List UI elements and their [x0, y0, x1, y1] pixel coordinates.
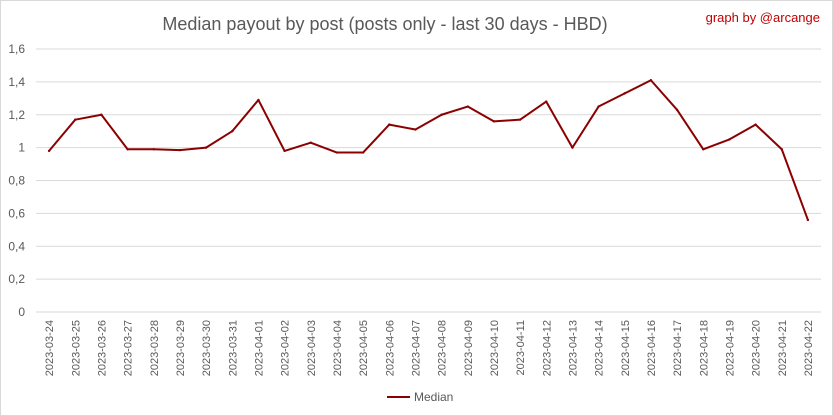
y-tick-label: 0,4: [8, 239, 25, 253]
x-tick-label: 2023-04-04: [332, 320, 344, 376]
data-point: [466, 105, 469, 108]
data-point: [283, 149, 286, 153]
data-point: [152, 148, 155, 151]
data-point: [47, 149, 51, 153]
data-point: [518, 118, 522, 121]
data-point: [257, 98, 260, 102]
data-point: [728, 138, 731, 141]
data-point: [361, 151, 365, 154]
x-tick-label: 2023-04-18: [698, 320, 710, 376]
data-point: [204, 146, 208, 149]
data-point: [702, 148, 705, 151]
gridlines: [36, 48, 821, 313]
data-point: [597, 105, 600, 108]
data-point: [754, 123, 757, 126]
x-tick-label: 2023-04-01: [253, 320, 265, 376]
data-point: [309, 141, 312, 144]
x-tick-label: 2023-04-03: [306, 320, 318, 376]
x-tick-label: 2023-04-09: [463, 320, 475, 376]
x-tick-label: 2023-04-05: [358, 320, 370, 376]
x-tick-label: 2023-04-13: [567, 320, 579, 376]
data-point: [335, 151, 339, 154]
x-tick-label: 2023-04-06: [384, 320, 396, 376]
y-axis-tick-labels: 0 0,2 0,4 0,6 0,8 1 1,2 1,4 1,6: [8, 42, 25, 319]
y-tick-label: 1: [18, 141, 25, 155]
x-tick-label: 2023-03-30: [201, 320, 213, 376]
data-point: [649, 79, 653, 82]
data-point: [545, 100, 548, 103]
data-point: [623, 92, 626, 95]
x-tick-label: 2023-03-27: [123, 320, 135, 376]
x-tick-label: 2023-04-10: [489, 320, 501, 376]
data-point: [231, 129, 234, 133]
data-point: [178, 148, 182, 152]
x-tick-label: 2023-03-24: [44, 320, 56, 376]
data-point: [806, 218, 810, 222]
data-point: [492, 120, 496, 123]
data-point: [100, 113, 103, 116]
data-point: [780, 148, 783, 151]
chart-title: Median payout by post (posts only - last…: [162, 14, 607, 34]
y-tick-label: 0,8: [8, 174, 25, 188]
legend-label: Median: [414, 390, 453, 404]
y-tick-label: 0: [18, 305, 25, 319]
y-tick-label: 1,2: [8, 108, 25, 122]
graph-credit: graph by @arcange: [706, 10, 820, 25]
x-tick-label: 2023-04-22: [803, 320, 815, 376]
series-median: [47, 79, 810, 222]
data-point: [675, 108, 679, 112]
x-axis-tick-labels: 2023-03-24 2023-03-25 2023-03-26 2023-03-27…: [44, 320, 815, 376]
data-point: [126, 148, 129, 151]
x-tick-label: 2023-04-16: [646, 320, 658, 376]
data-point: [74, 118, 77, 121]
x-tick-label: 2023-04-11: [515, 320, 527, 375]
x-tick-label: 2023-04-21: [777, 320, 789, 376]
series-line-median: [48, 79, 809, 221]
x-tick-label: 2023-04-02: [280, 320, 292, 376]
y-tick-label: 0,6: [8, 206, 25, 220]
x-tick-label: 2023-04-20: [751, 320, 763, 376]
x-tick-label: 2023-03-26: [96, 320, 108, 376]
x-tick-label: 2023-04-19: [724, 320, 736, 376]
x-tick-label: 2023-03-29: [175, 320, 187, 376]
data-point: [414, 128, 417, 131]
x-tick-label: 2023-04-07: [410, 320, 422, 376]
x-tick-label: 2023-03-31: [227, 320, 239, 376]
y-tick-label: 0,2: [8, 272, 25, 286]
y-tick-label: 1,6: [8, 42, 25, 56]
x-tick-label: 2023-04-12: [541, 320, 553, 376]
x-tick-label: 2023-04-08: [437, 320, 449, 376]
data-point: [388, 123, 391, 126]
y-tick-label: 1,4: [8, 75, 25, 89]
x-tick-label: 2023-03-25: [70, 320, 82, 376]
data-point: [571, 146, 574, 149]
legend: Median: [387, 390, 453, 404]
x-tick-label: 2023-03-28: [149, 320, 161, 376]
x-tick-label: 2023-04-17: [672, 320, 684, 376]
x-tick-label: 2023-04-14: [594, 320, 606, 376]
data-point: [440, 113, 443, 116]
x-tick-label: 2023-04-15: [620, 320, 632, 376]
